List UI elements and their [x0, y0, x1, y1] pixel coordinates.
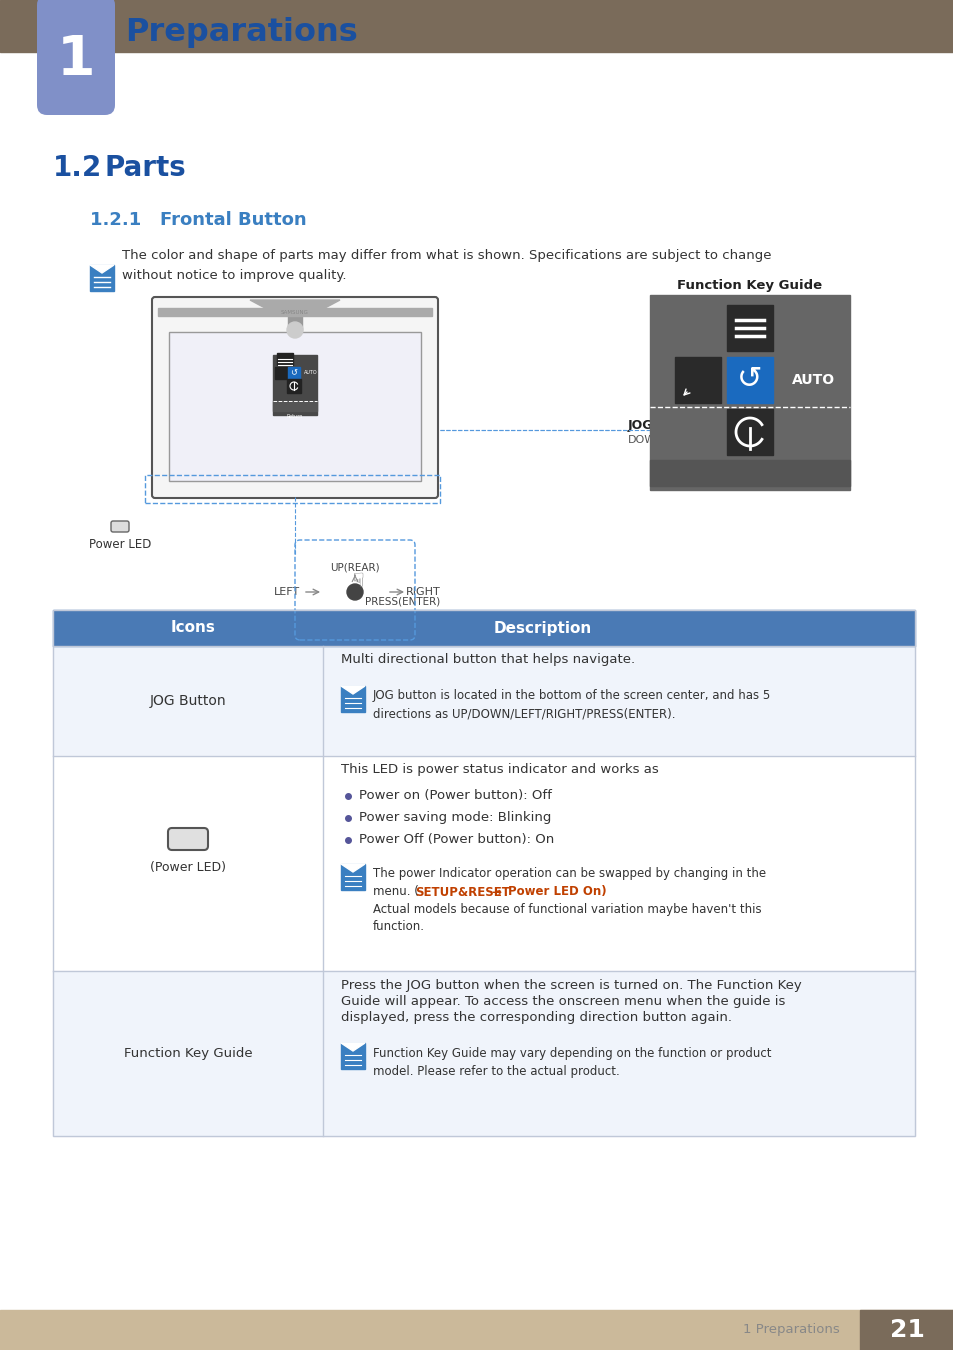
Bar — [273, 355, 316, 414]
FancyBboxPatch shape — [168, 828, 208, 850]
Circle shape — [287, 323, 303, 338]
Text: AUTO: AUTO — [304, 370, 317, 375]
Bar — [859, 1310, 953, 1350]
Bar — [53, 610, 914, 1135]
Text: Return: Return — [726, 491, 772, 506]
Text: SETUP&RESET: SETUP&RESET — [415, 886, 509, 899]
Bar — [53, 971, 914, 1135]
Text: The power Indicator operation can be swapped by changing in the: The power Indicator operation can be swa… — [373, 868, 765, 880]
Text: JOG Button: JOG Button — [150, 694, 226, 707]
Bar — [158, 308, 432, 316]
Bar — [288, 302, 302, 329]
Bar — [287, 379, 301, 393]
Text: 1.2.1   Frontal Button: 1.2.1 Frontal Button — [90, 211, 306, 230]
Text: Function Key Guide may vary depending on the function or product: Function Key Guide may vary depending on… — [373, 1046, 771, 1060]
Text: without notice to improve quality.: without notice to improve quality. — [122, 269, 346, 282]
Text: Icons: Icons — [171, 621, 215, 636]
Text: 1: 1 — [56, 32, 95, 86]
Text: DOWN(FRONT): DOWN(FRONT) — [627, 435, 711, 446]
Text: LEFT: LEFT — [274, 587, 300, 597]
Bar — [726, 305, 772, 351]
Polygon shape — [340, 864, 365, 872]
Bar — [288, 367, 299, 379]
Text: Return: Return — [287, 413, 303, 418]
Text: Power saving mode: Blinking: Power saving mode: Blinking — [358, 811, 551, 825]
Bar — [726, 409, 772, 455]
Circle shape — [347, 585, 363, 599]
Text: 1.2: 1.2 — [53, 154, 102, 182]
Text: 1 Preparations: 1 Preparations — [742, 1323, 840, 1336]
Text: Power on (Power button): Off: Power on (Power button): Off — [358, 790, 551, 802]
Text: function.: function. — [373, 919, 424, 933]
Text: Press the JOG button when the screen is turned on. The Function Key: Press the JOG button when the screen is … — [340, 979, 801, 991]
Bar — [340, 864, 365, 890]
Text: UP(REAR): UP(REAR) — [330, 563, 379, 572]
Text: Multi directional button that helps navigate.: Multi directional button that helps navi… — [340, 653, 635, 667]
Text: JOG Button: JOG Button — [627, 418, 704, 432]
Bar — [649, 460, 849, 486]
Text: displayed, press the corresponding direction button again.: displayed, press the corresponding direc… — [340, 1011, 731, 1023]
Bar — [274, 367, 287, 379]
Text: model. Please refer to the actual product.: model. Please refer to the actual produc… — [373, 1065, 619, 1077]
Text: Function Key Guide: Function Key Guide — [124, 1048, 252, 1060]
Bar — [53, 647, 914, 756]
Text: 21: 21 — [888, 1318, 923, 1342]
Bar — [273, 401, 316, 410]
Text: menu. (: menu. ( — [373, 886, 418, 899]
Text: directions as UP/DOWN/LEFT/RIGHT/PRESS(ENTER).: directions as UP/DOWN/LEFT/RIGHT/PRESS(E… — [373, 707, 675, 721]
Polygon shape — [340, 686, 365, 694]
Polygon shape — [90, 265, 113, 273]
Text: RIGHT: RIGHT — [405, 587, 440, 597]
Text: Description: Description — [494, 621, 592, 636]
FancyBboxPatch shape — [37, 0, 115, 115]
Text: Parts: Parts — [105, 154, 187, 182]
Bar — [53, 610, 914, 647]
Text: Power LED On): Power LED On) — [507, 886, 606, 899]
Text: ↺: ↺ — [737, 366, 762, 394]
Polygon shape — [340, 1044, 365, 1052]
Text: Function Key Guide: Function Key Guide — [677, 278, 821, 292]
Bar — [675, 356, 720, 404]
Text: (Power LED): (Power LED) — [150, 861, 226, 875]
Bar — [0, 1310, 953, 1350]
Bar — [169, 332, 420, 481]
Text: The color and shape of parts may differ from what is shown. Specifications are s: The color and shape of parts may differ … — [122, 250, 771, 262]
Bar — [682, 331, 712, 367]
Bar — [276, 367, 285, 375]
Text: Preparations: Preparations — [125, 18, 357, 49]
Text: Guide will appear. To access the onscreen menu when the guide is: Guide will appear. To access the onscree… — [340, 995, 784, 1007]
Text: JOG button is located in the bottom of the screen center, and has 5: JOG button is located in the bottom of t… — [373, 690, 770, 702]
Bar — [145, 475, 439, 504]
FancyBboxPatch shape — [152, 297, 437, 498]
Bar — [726, 356, 772, 404]
Polygon shape — [250, 300, 339, 308]
Text: ☞: ☞ — [345, 571, 364, 589]
Bar — [90, 265, 113, 292]
Bar — [649, 296, 849, 490]
Text: Power LED: Power LED — [89, 539, 151, 552]
Bar — [276, 352, 293, 365]
Text: →: → — [488, 886, 506, 899]
Bar — [340, 686, 365, 711]
Bar — [340, 1044, 365, 1069]
Bar — [53, 756, 914, 971]
Bar — [0, 0, 953, 53]
Text: ↺: ↺ — [291, 369, 297, 378]
Text: PRESS(ENTER): PRESS(ENTER) — [365, 597, 439, 608]
FancyBboxPatch shape — [111, 521, 129, 532]
Text: This LED is power status indicator and works as: This LED is power status indicator and w… — [340, 764, 659, 776]
Text: Actual models because of functional variation maybe haven't this: Actual models because of functional vari… — [373, 903, 760, 917]
Text: Power Off (Power button): On: Power Off (Power button): On — [358, 833, 554, 846]
Text: SAMSUNG: SAMSUNG — [281, 309, 309, 315]
Text: AUTO: AUTO — [792, 373, 835, 387]
